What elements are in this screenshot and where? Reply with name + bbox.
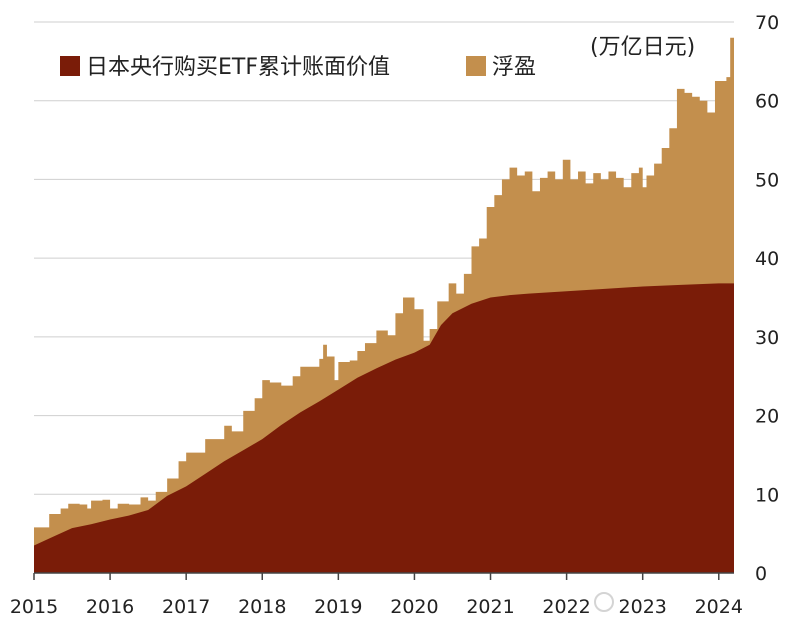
legend-label-book-value: 日本央行购买ETF累计账面价值: [86, 55, 390, 80]
y-tick-label: 10: [755, 484, 779, 506]
y-tick-label: 40: [755, 248, 779, 270]
x-tick-label: 2019: [314, 596, 362, 618]
legend-swatch-unrealized-gain: [466, 56, 486, 76]
y-tick-label: 30: [755, 327, 779, 349]
legend-swatch-book-value: [60, 56, 80, 76]
watermark-logo-icon: [594, 592, 614, 612]
y-tick-label: 60: [755, 91, 779, 113]
x-tick-label: 2023: [619, 596, 667, 618]
legend-label-unrealized-gain: 浮盈: [492, 55, 536, 80]
watermark: [594, 592, 614, 612]
x-axis: 2015 2016 2017 2018 2019 2020 2021 2022 2023 2024: [10, 572, 743, 618]
x-tick-label: 2015: [10, 596, 58, 618]
y-axis: 0 10 20 30 40 50 60 70: [755, 12, 779, 585]
y-tick-label: 70: [755, 12, 779, 34]
unit-label: (万亿日元): [590, 35, 695, 60]
chart-areas: [34, 25, 734, 573]
area-book-value: [34, 283, 734, 573]
x-tick-label: 2022: [542, 596, 590, 618]
x-tick-label: 2017: [162, 596, 210, 618]
x-tick-label: 2016: [86, 596, 134, 618]
x-tick-label: 2018: [238, 596, 286, 618]
legend: 日本央行购买ETF累计账面价值 浮盈: [60, 55, 536, 80]
x-tick-label: 2021: [466, 596, 514, 618]
x-tick-label: 2020: [390, 596, 438, 618]
y-tick-label: 0: [755, 563, 767, 585]
y-tick-label: 20: [755, 406, 779, 428]
x-tick-label: 2024: [695, 596, 743, 618]
y-tick-label: 50: [755, 169, 779, 191]
